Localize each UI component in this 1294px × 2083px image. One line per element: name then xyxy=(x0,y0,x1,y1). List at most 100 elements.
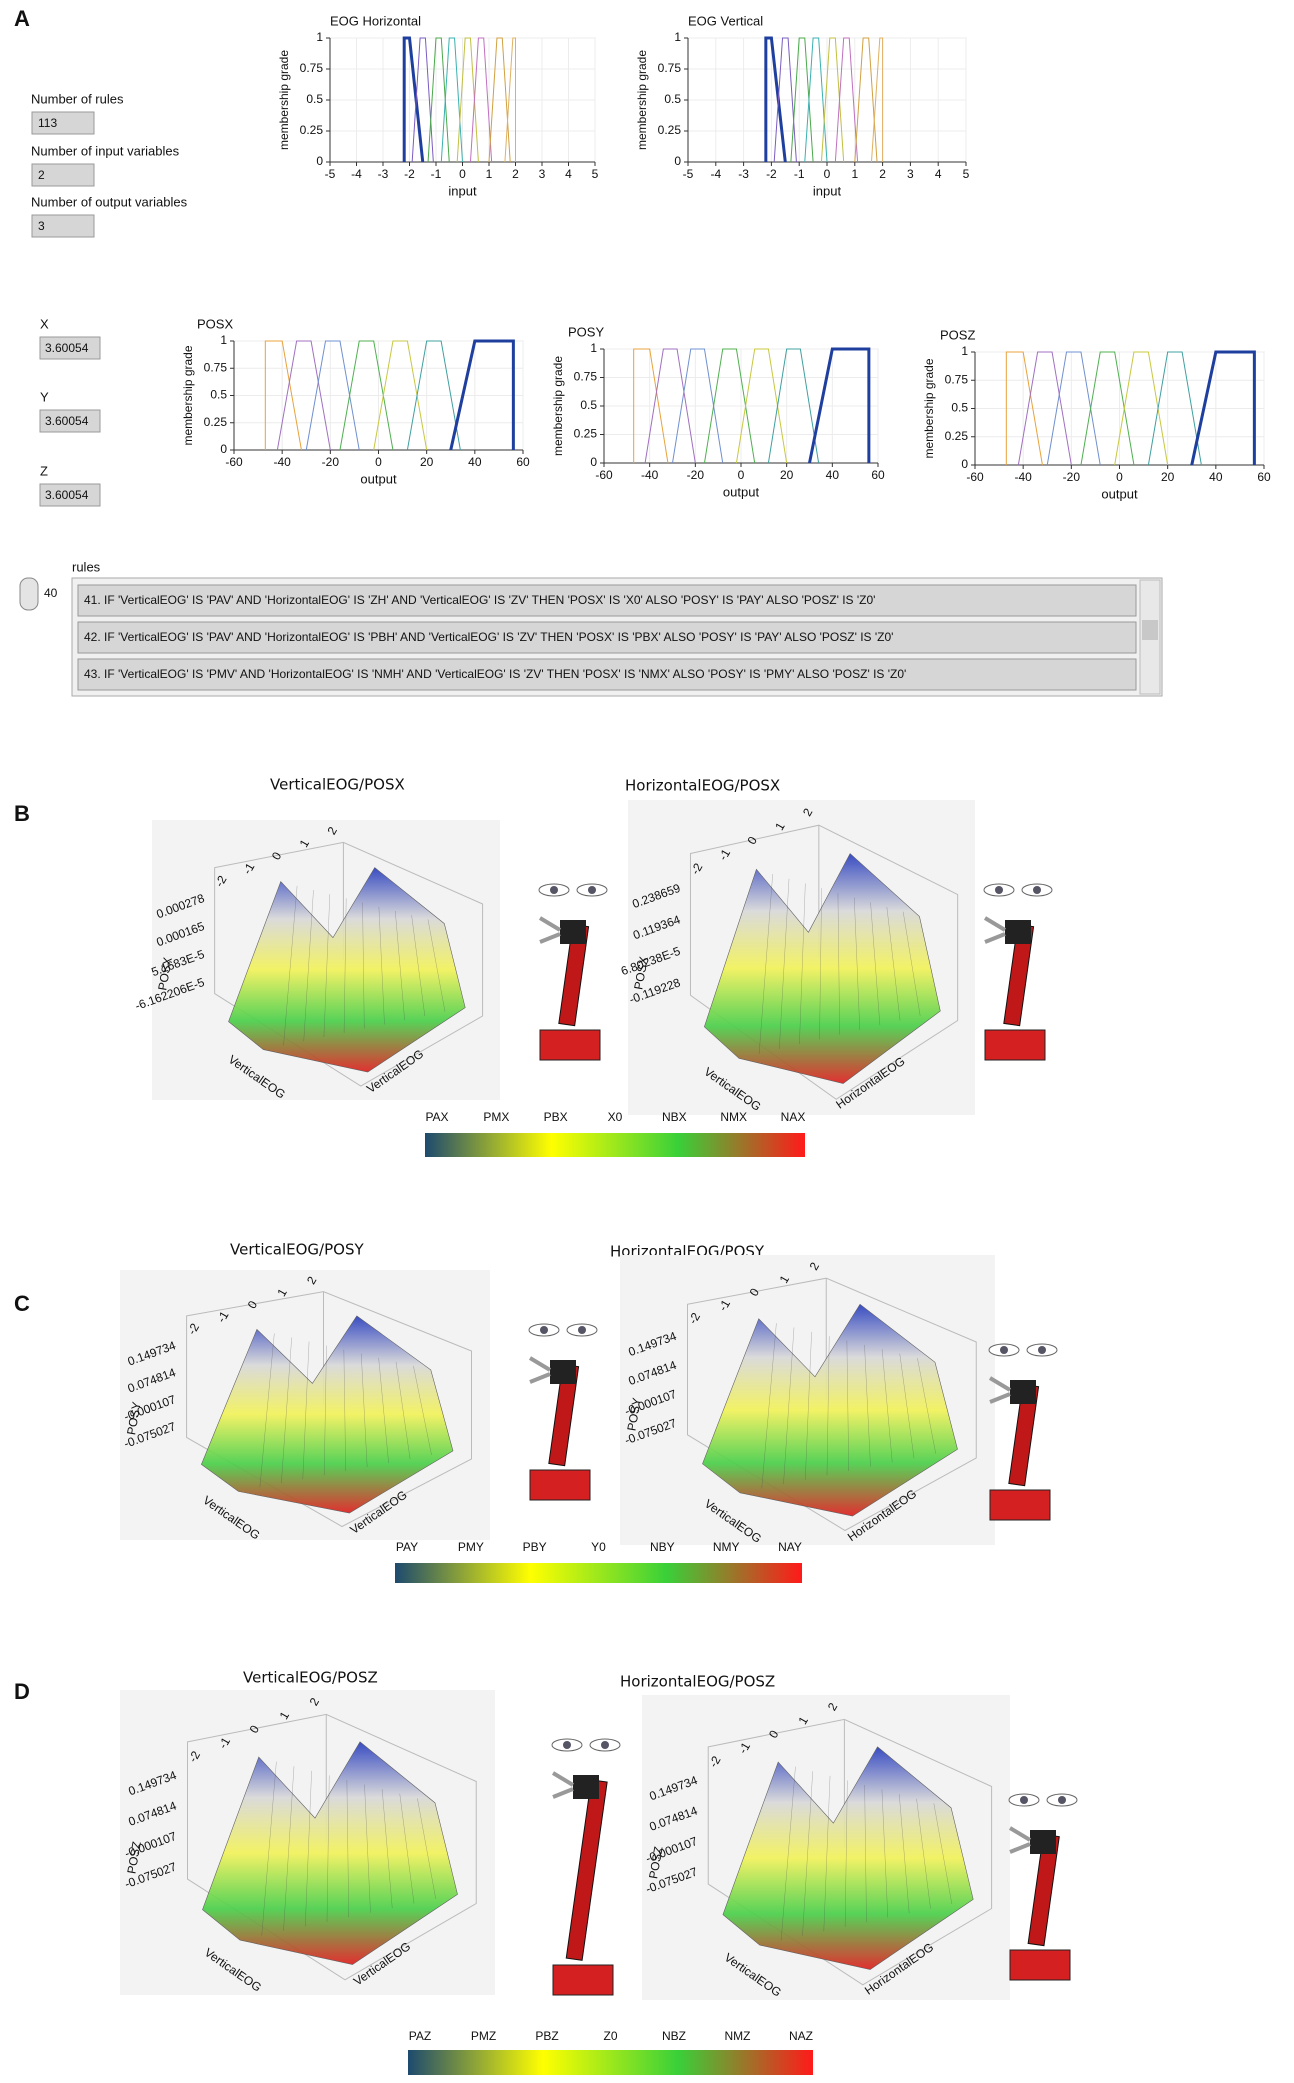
surface-mesh xyxy=(305,1770,312,1927)
field-box xyxy=(31,214,95,238)
robot-base xyxy=(539,1029,601,1061)
output-label: Y xyxy=(40,389,49,404)
x-tick-label: 3 xyxy=(539,167,546,181)
pupil xyxy=(540,1326,548,1334)
membership-curve xyxy=(1017,351,1072,466)
x-tick-label: -4 xyxy=(710,167,721,181)
membership-curve xyxy=(411,37,434,163)
membership-curve xyxy=(264,340,302,451)
surface-mesh xyxy=(826,1336,830,1476)
y-tick-label: 0.25 xyxy=(204,415,228,429)
rule-row[interactable] xyxy=(77,658,1137,691)
membership-curve xyxy=(870,37,884,163)
surface-mesh xyxy=(281,1337,292,1484)
x-tick-label: -1 xyxy=(431,167,442,181)
colorbar-label: NMZ xyxy=(725,2029,751,2043)
y-tick-label: 0 xyxy=(220,442,227,456)
y-tick-label: 1 xyxy=(316,30,323,44)
pupil xyxy=(1038,1346,1046,1354)
colorbar-label: PAX xyxy=(425,1110,448,1124)
surface-mesh xyxy=(899,1794,910,1914)
robot-joint xyxy=(1010,1380,1036,1404)
surface xyxy=(201,1315,454,1514)
x-tick-label: 5 xyxy=(963,167,970,181)
x-tick-label: -60 xyxy=(225,455,243,469)
pupil xyxy=(601,1741,609,1749)
surface xyxy=(702,1303,958,1517)
y-axis-label: membership grade xyxy=(181,345,195,445)
surface-mesh xyxy=(395,910,405,1021)
surface-mesh xyxy=(881,1349,893,1463)
field-value: 3 xyxy=(38,219,45,233)
surface-mesh xyxy=(323,894,331,1038)
output-box xyxy=(39,483,101,507)
x-tick-label: -5 xyxy=(325,167,336,181)
surface-mesh xyxy=(326,1775,330,1922)
pupil xyxy=(1033,886,1041,894)
x-tick-label: 60 xyxy=(1257,470,1271,484)
y-tick-label: 0.5 xyxy=(664,92,681,106)
surface-mesh xyxy=(378,1357,389,1464)
x-tick-label: -4 xyxy=(351,167,362,181)
colorbar-label: NAZ xyxy=(789,2029,813,2043)
membership-curve xyxy=(1190,350,1256,466)
rule-row[interactable] xyxy=(77,584,1137,617)
y-tick-label: 1 xyxy=(220,333,227,347)
surface-mesh xyxy=(364,1784,371,1913)
surface-mesh xyxy=(283,1766,295,1931)
colorbar-label: NMY xyxy=(713,1540,740,1554)
plot-title: EOG Vertical xyxy=(688,13,763,28)
y-tick-label: 0 xyxy=(590,455,597,469)
membership-curve xyxy=(834,37,859,163)
plot-title: EOG Horizontal xyxy=(330,13,421,28)
surface-mesh xyxy=(362,902,365,1029)
membership-curve xyxy=(449,339,515,451)
surface-mesh xyxy=(324,1345,327,1476)
field-box xyxy=(31,111,95,135)
robot-gripper xyxy=(983,916,1007,944)
membership-curve xyxy=(440,37,463,163)
pupil xyxy=(550,886,558,894)
output-label: X xyxy=(40,316,49,331)
x-tick-label: 40 xyxy=(826,468,840,482)
y-axis-label: membership grade xyxy=(551,356,565,456)
x-tick-label: 60 xyxy=(516,455,530,469)
surface-mesh xyxy=(805,1331,812,1480)
x-tick-label: 40 xyxy=(468,455,482,469)
surface-title: VerticalEOG/POSZ xyxy=(243,1669,378,1687)
robot-base xyxy=(1009,1949,1071,1981)
x-axis-label: output xyxy=(1101,486,1138,501)
surface-mesh xyxy=(343,1349,346,1472)
x-tick-label: 0 xyxy=(824,167,831,181)
surface xyxy=(228,867,466,1073)
colorbar-label: NBZ xyxy=(662,2029,686,2043)
surface-mesh xyxy=(283,885,298,1046)
colorbar-label: NMX xyxy=(720,1110,747,1124)
surface-mesh xyxy=(933,1803,953,1904)
y-tick-label: 0.5 xyxy=(306,92,323,106)
x-tick-label: -2 xyxy=(404,167,415,181)
scroll-thumb[interactable] xyxy=(1142,620,1158,640)
robot-gripper xyxy=(538,916,562,944)
y-tick-label: 0.75 xyxy=(574,370,598,384)
y-axis-label: membership grade xyxy=(277,50,291,150)
x-axis-label: input xyxy=(448,183,477,198)
spinner[interactable] xyxy=(19,577,39,611)
x-tick-label: 4 xyxy=(935,167,942,181)
robot-joint xyxy=(550,1360,576,1384)
y-tick-label: 0 xyxy=(961,457,968,471)
colorbar-label: PAZ xyxy=(409,2029,431,2043)
field-value: 113 xyxy=(38,116,57,130)
panel-label: C xyxy=(14,1291,30,1316)
x-tick-label: -20 xyxy=(322,455,340,469)
y-tick-label: 0.25 xyxy=(658,123,682,137)
rule-row[interactable] xyxy=(77,621,1137,654)
surface-mesh xyxy=(761,1323,777,1489)
x-tick-label: -60 xyxy=(966,470,984,484)
x-tick-label: 0 xyxy=(375,455,382,469)
robot-joint xyxy=(560,920,586,944)
surface-mesh xyxy=(361,1353,368,1468)
output-box xyxy=(39,409,101,433)
